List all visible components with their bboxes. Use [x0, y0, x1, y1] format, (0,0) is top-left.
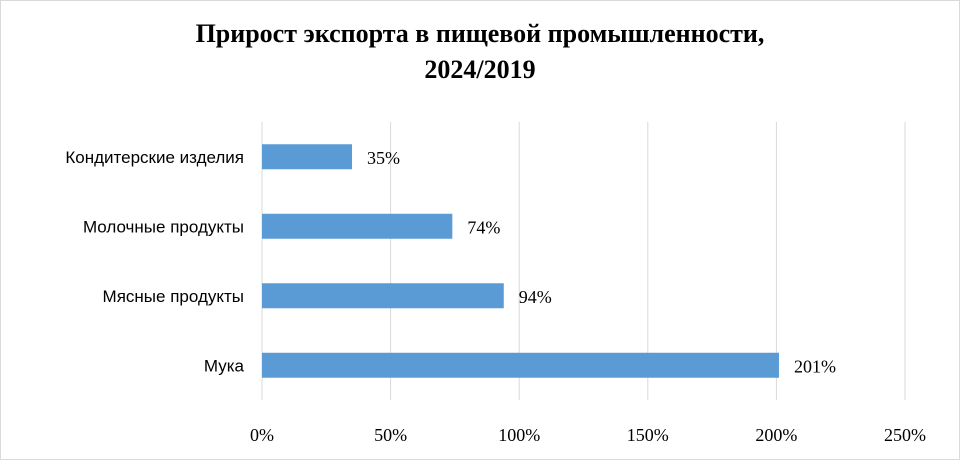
category-label: Мука — [204, 356, 245, 375]
bar — [262, 283, 504, 309]
bar — [262, 144, 353, 170]
data-label: 74% — [467, 217, 500, 237]
x-tick-label: 150% — [627, 425, 669, 445]
chart-title: Прирост экспорта в пищевой промышленност… — [0, 16, 960, 88]
category-label: Кондитерские изделия — [65, 148, 244, 167]
data-label: 35% — [367, 148, 400, 168]
x-tick-label: 250% — [884, 425, 926, 445]
bar — [262, 213, 453, 239]
data-label: 94% — [519, 287, 552, 307]
category-label: Мясные продукты — [103, 287, 244, 306]
x-tick-label: 0% — [250, 425, 274, 445]
chart-title-line-1: Прирост экспорта в пищевой промышленност… — [195, 19, 765, 48]
x-tick-label: 100% — [498, 425, 540, 445]
category-label: Молочные продукты — [83, 217, 244, 236]
data-label: 201% — [794, 356, 836, 376]
bar — [262, 352, 779, 378]
x-tick-label: 200% — [755, 425, 797, 445]
x-tick-label: 50% — [374, 425, 407, 445]
chart-title-line-2: 2024/2019 — [424, 55, 536, 84]
